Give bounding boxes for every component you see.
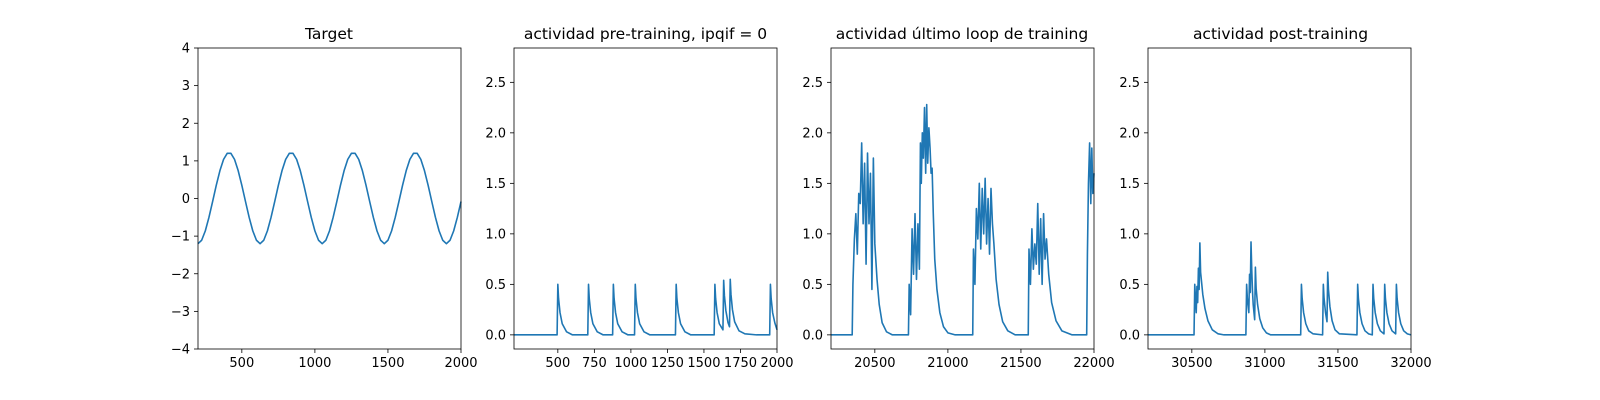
x-tick-label: 1000 <box>614 356 647 371</box>
y-tick-label: 2.0 <box>485 126 506 141</box>
x-tick-label: 500 <box>229 356 254 371</box>
axes-frame <box>513 47 778 350</box>
subplot-title: actividad pre-training, ipqif = 0 <box>524 25 767 43</box>
y-tick-label: 1.0 <box>485 227 506 242</box>
x-tick-label: 1000 <box>298 356 331 371</box>
y-tick-label: 1.5 <box>1119 177 1140 192</box>
y-tick-label: 1.5 <box>485 177 506 192</box>
y-tick-label: 0 <box>182 192 190 207</box>
series-line-0 <box>1148 241 1412 336</box>
subplot-post-training: actividad post-training 30500 31000 31500 3… <box>1119 25 1431 371</box>
x-tick-label: 20500 <box>854 356 895 371</box>
y-tick-label: −3 <box>171 305 190 320</box>
y-tick-label: 2 <box>182 117 190 132</box>
y-tick-label: 1 <box>182 154 190 169</box>
y-tick-label: 0.5 <box>802 278 823 293</box>
axes-frame <box>1147 47 1412 350</box>
x-tick-label: 1500 <box>371 356 404 371</box>
x-tick-label: 32000 <box>1390 356 1431 371</box>
y-tick-label: 1.5 <box>802 177 823 192</box>
subplot-pre-training: actividad pre-training, ipqif = 0 500 750… <box>485 25 793 371</box>
y-tick-label: 0.0 <box>802 328 823 343</box>
y-tick-label: 0.0 <box>485 328 506 343</box>
y-tick-label: −1 <box>171 230 190 245</box>
x-tick-label: 21500 <box>1000 356 1041 371</box>
subplot-last-training-loop: actividad último loop de training 20500 2… <box>802 25 1114 371</box>
x-tick-label: 1750 <box>724 356 757 371</box>
y-tick-label: −2 <box>171 267 190 282</box>
x-tick-label: 22000 <box>1073 356 1114 371</box>
y-tick-label: 4 <box>182 42 190 57</box>
y-tick-label: 0.5 <box>485 278 506 293</box>
series-line-0 <box>831 103 1095 336</box>
x-tick-label: 2000 <box>444 356 477 371</box>
series-line-0 <box>197 152 462 245</box>
subplot-title: actividad post-training <box>1193 25 1368 43</box>
x-tick-label: 30500 <box>1171 356 1212 371</box>
y-tick-label: −4 <box>171 343 190 358</box>
y-tick-label: 2.5 <box>485 76 506 91</box>
series-line-0 <box>514 278 778 336</box>
axes-frame <box>830 47 1095 350</box>
x-tick-label: 1500 <box>687 356 720 371</box>
subplot-target: Target 500 1000 1500 2000 −4 −3 −2 −1 0 1 2 3 4 <box>171 25 478 371</box>
x-tick-label: 2000 <box>760 356 793 371</box>
x-tick-label: 1250 <box>651 356 684 371</box>
x-tick-label: 21000 <box>927 356 968 371</box>
y-tick-label: 2.0 <box>802 126 823 141</box>
subplot-title: actividad último loop de training <box>836 25 1088 43</box>
axes-frame <box>197 47 462 350</box>
y-tick-label: 2.0 <box>1119 126 1140 141</box>
x-tick-label: 500 <box>545 356 570 371</box>
y-tick-label: 1.0 <box>1119 227 1140 242</box>
y-tick-label: 0.5 <box>1119 278 1140 293</box>
y-tick-label: 3 <box>182 79 190 94</box>
subplot-title: Target <box>304 25 353 43</box>
x-tick-label: 31500 <box>1317 356 1358 371</box>
y-tick-label: 2.5 <box>802 76 823 91</box>
x-tick-label: 31000 <box>1244 356 1285 371</box>
y-tick-label: 1.0 <box>802 227 823 242</box>
y-tick-label: 2.5 <box>1119 76 1140 91</box>
x-tick-label: 750 <box>582 356 607 371</box>
y-tick-label: 0.0 <box>1119 328 1140 343</box>
